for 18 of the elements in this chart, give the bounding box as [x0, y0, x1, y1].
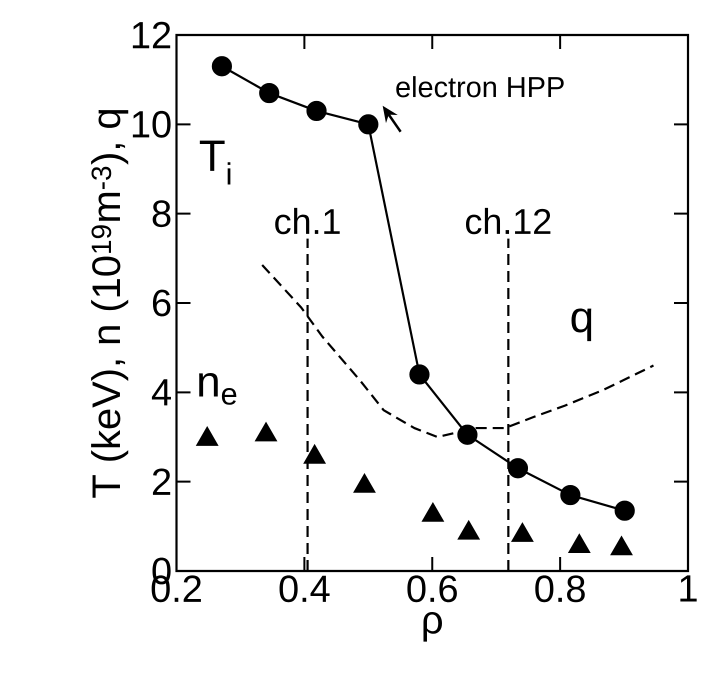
y-tick-label: 12 — [132, 22, 170, 48]
x-tick-label: 0.4 — [280, 575, 330, 602]
y-tick-label: 2 — [152, 468, 170, 495]
x-tick-label: 1 — [680, 575, 697, 602]
ref-line-label: ch.1 — [275, 208, 340, 234]
y-tick-label: 4 — [152, 379, 171, 406]
y-tick-label: 10 — [132, 110, 171, 138]
legend-label: n$_{e}$ — [199, 372, 236, 405]
annotation: electron HPP — [396, 76, 564, 98]
y-tick-label: 6 — [152, 290, 170, 316]
x-tick-label: 0.8 — [535, 575, 585, 602]
y-axis-title: T (keV), n (10$^{19}$m$^{-3}$), q — [91, 110, 128, 498]
series-label: T$_{i}$ — [200, 140, 230, 185]
x-axis-title: ρ — [423, 612, 442, 642]
y-tick-label: 8 — [152, 200, 170, 228]
x-tick-label: 0.6 — [407, 575, 457, 602]
ref-line-label: ch.12 — [466, 208, 550, 234]
series-label: q — [572, 308, 592, 342]
